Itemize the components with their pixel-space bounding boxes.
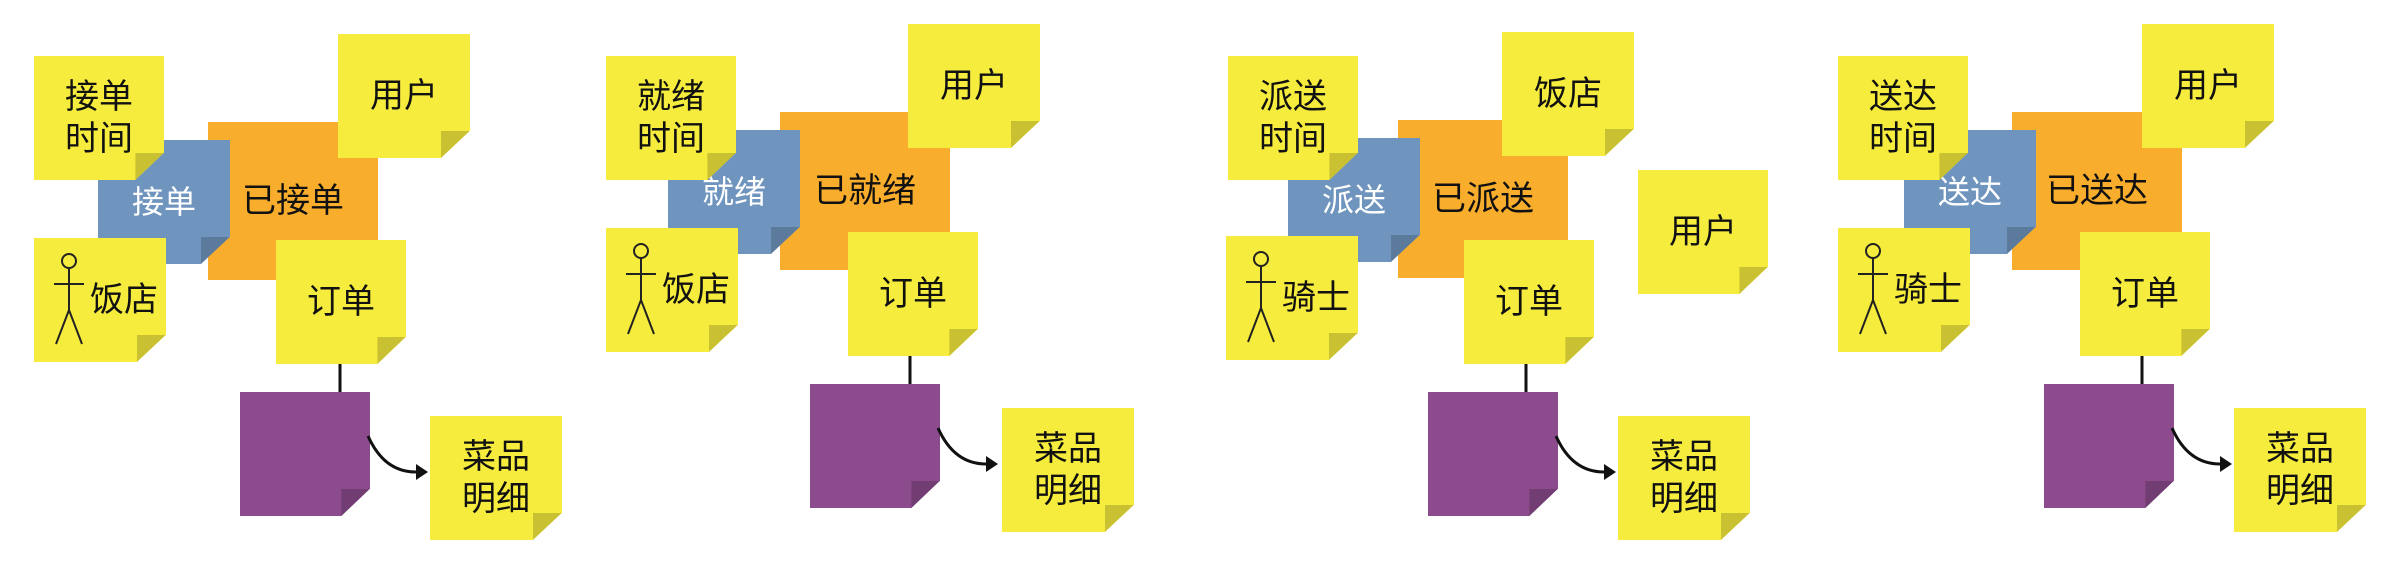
stick-figure-icon (1246, 251, 1276, 343)
panel-4: 已送达 送达 送达 时间 用户 骑士 订单 菜品 明细 (1794, 0, 2390, 572)
arrow-to-detail (366, 435, 428, 480)
arrow-to-detail (1554, 435, 1616, 480)
actor-note: 饭店 (606, 228, 738, 352)
detail-note: 菜品 明细 (430, 416, 562, 540)
time-note: 就绪 时间 (606, 56, 736, 180)
time-note: 送达 时间 (1838, 56, 1968, 180)
link-line (338, 364, 342, 392)
entity-note (1428, 392, 1558, 516)
link-line (1524, 364, 1528, 392)
user-note: 用户 (338, 34, 470, 158)
entity-note (240, 392, 370, 516)
user-note: 用户 (2142, 24, 2274, 148)
panel-1: 已接单 接单 接单 时间 用户 饭店 订单 菜品 明细 (0, 0, 600, 572)
restaurant-note: 饭店 (1502, 32, 1634, 156)
entity-note (2044, 384, 2174, 508)
panel-2: 已就绪 就绪 就绪 时间 用户 饭店 订单 菜品 明细 (572, 0, 1172, 572)
arrow-to-detail (936, 427, 998, 472)
aggregate-note: 订单 (276, 240, 406, 364)
actor-note: 骑士 (1838, 228, 1970, 352)
detail-note: 菜品 明细 (1002, 408, 1134, 532)
link-line (2140, 356, 2144, 384)
aggregate-note: 订单 (1464, 240, 1594, 364)
aggregate-note: 订单 (848, 232, 978, 356)
user-note: 用户 (1638, 170, 1768, 294)
actor-note: 饭店 (34, 238, 166, 362)
user-note: 用户 (908, 24, 1040, 148)
entity-note (810, 384, 940, 508)
stick-figure-icon (626, 243, 656, 335)
link-line (908, 356, 912, 384)
actor-note: 骑士 (1226, 236, 1358, 360)
panel-3: 已派送 派送 派送 时间 饭店 用户 骑士 订单 菜品 明细 (1192, 0, 1792, 572)
stick-figure-icon (1858, 243, 1888, 335)
time-note: 接单 时间 (34, 56, 164, 180)
stick-figure-icon (54, 253, 84, 345)
arrow-to-detail (2170, 427, 2232, 472)
detail-note: 菜品 明细 (1618, 416, 1750, 540)
aggregate-note: 订单 (2080, 232, 2210, 356)
detail-note: 菜品 明细 (2234, 408, 2366, 532)
time-note: 派送 时间 (1228, 56, 1358, 180)
